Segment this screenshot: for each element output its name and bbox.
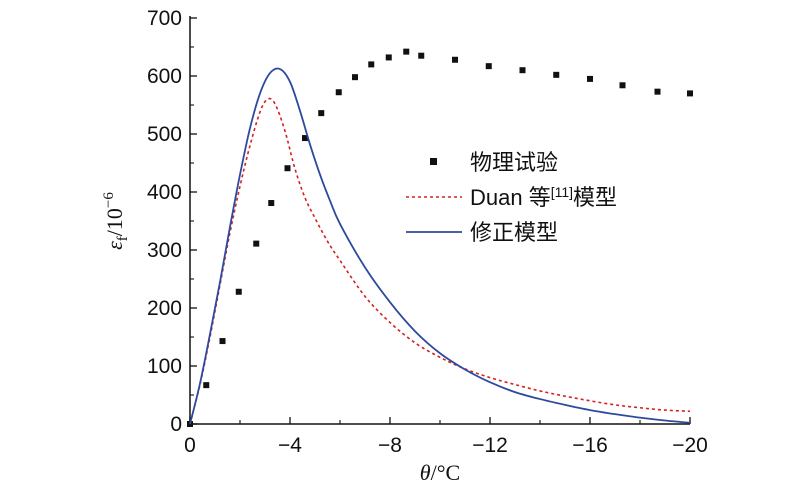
data-point bbox=[654, 88, 661, 95]
legend-item: 修正模型 bbox=[406, 220, 558, 245]
series-layer bbox=[187, 48, 693, 427]
data-point bbox=[335, 89, 342, 96]
data-point bbox=[368, 61, 375, 68]
series-1 bbox=[187, 48, 693, 427]
axis-titles: θ/°C εf/10−6 bbox=[101, 192, 460, 485]
data-point bbox=[219, 338, 226, 345]
y-tick-label: 100 bbox=[147, 355, 182, 378]
x-tick-label: −16 bbox=[572, 434, 608, 457]
ticks: 0 −4 −8 −12 −16 −20 0 100 200 300 400 500 600 700 bbox=[147, 7, 708, 457]
series-2 bbox=[189, 97, 691, 425]
y-tick-label: 700 bbox=[147, 7, 182, 30]
y-tick-label: 400 bbox=[147, 181, 182, 204]
data-point bbox=[235, 288, 242, 295]
series-3 bbox=[189, 67, 691, 425]
data-point bbox=[418, 52, 425, 59]
data-point bbox=[203, 382, 210, 389]
x-tick-label: −8 bbox=[378, 434, 402, 457]
y-tick-label: 600 bbox=[147, 65, 182, 88]
data-point bbox=[352, 74, 358, 81]
data-point bbox=[519, 67, 526, 74]
data-point bbox=[553, 71, 560, 78]
data-point bbox=[403, 48, 410, 55]
data-point bbox=[619, 82, 626, 89]
x-axis-title: θ/°C bbox=[420, 460, 460, 485]
y-axis-title: εf/10−6 bbox=[101, 192, 131, 250]
y-tick-label: 300 bbox=[147, 239, 182, 262]
legend-item: 物理试验 bbox=[430, 150, 558, 175]
data-point bbox=[452, 56, 458, 63]
legend-item: Duan 等[11]模型 bbox=[406, 184, 617, 210]
data-point bbox=[318, 110, 325, 117]
x-tick-label: −4 bbox=[278, 434, 302, 457]
data-point bbox=[268, 200, 275, 207]
data-point bbox=[253, 240, 260, 247]
data-point bbox=[302, 135, 308, 142]
data-point bbox=[485, 63, 492, 70]
data-point bbox=[385, 54, 392, 61]
data-point bbox=[587, 75, 593, 82]
y-tick-label: 500 bbox=[147, 123, 182, 146]
x-tick-label: −12 bbox=[472, 434, 508, 457]
data-point bbox=[687, 90, 693, 97]
legend-label: 物理试验 bbox=[470, 150, 558, 175]
legend-label: Duan 等[11]模型 bbox=[470, 184, 617, 210]
y-tick-label: 200 bbox=[147, 297, 182, 320]
series-line bbox=[189, 67, 691, 425]
series-line bbox=[189, 97, 691, 425]
legend-marker bbox=[430, 158, 437, 165]
data-point bbox=[284, 165, 291, 172]
y-tick-label: 0 bbox=[170, 413, 182, 436]
x-tick-label: −20 bbox=[672, 434, 708, 457]
legend-label: 修正模型 bbox=[470, 220, 558, 245]
axes bbox=[189, 16, 690, 425]
x-tick-label: 0 bbox=[184, 434, 196, 457]
